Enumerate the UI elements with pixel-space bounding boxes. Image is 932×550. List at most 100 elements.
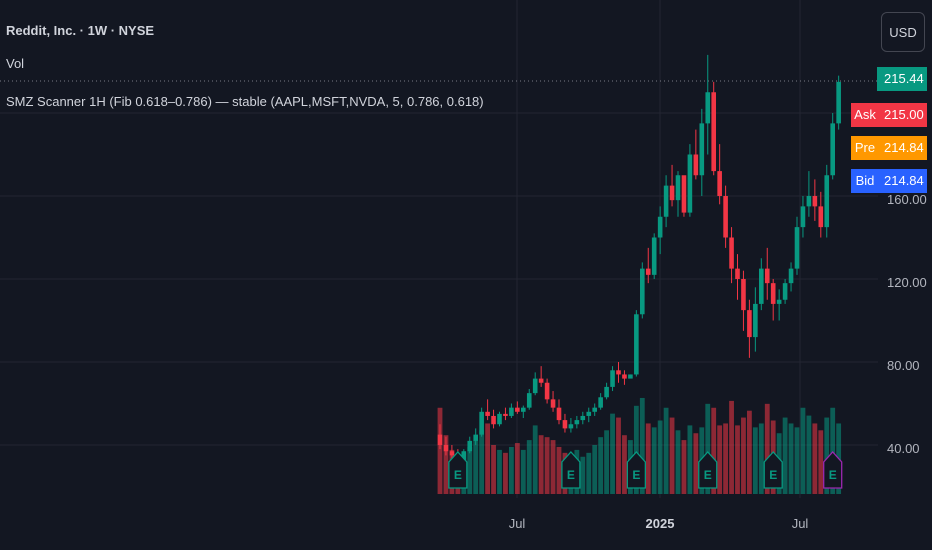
earnings-icon[interactable]: E (763, 451, 783, 489)
candle-body (443, 445, 449, 452)
volume-bar (580, 456, 586, 494)
earnings-marker-shape (448, 451, 468, 489)
indicator-legend[interactable]: SMZ Scanner 1H (Fib 0.618–0.786) — stabl… (6, 94, 484, 109)
candle-body (515, 407, 520, 412)
volume-bar (645, 423, 651, 494)
bid-price-tag: 214.84 (877, 169, 927, 193)
candle-body (449, 451, 455, 456)
candle-body (645, 268, 651, 275)
candle-body (479, 411, 484, 435)
symbol-legend[interactable]: Reddit, Inc. · 1W · NYSE (6, 23, 154, 38)
volume-bar (538, 435, 544, 494)
volume-bar (639, 397, 645, 494)
volume-bar (830, 407, 836, 494)
earnings-icon[interactable]: E (561, 451, 581, 489)
candle-body (770, 283, 776, 304)
candle-body (485, 411, 490, 416)
currency-button[interactable]: USD (881, 12, 925, 52)
volume-bar (693, 433, 699, 494)
volume-bar (729, 400, 734, 494)
candle-body (753, 303, 758, 338)
candle-body (818, 206, 824, 228)
candle-body (759, 268, 764, 304)
volume-bar (616, 417, 621, 494)
candle-body (622, 374, 627, 379)
candle-body (693, 154, 699, 176)
price-label: 120.00 (887, 275, 927, 290)
candle-body (806, 196, 812, 207)
volume-bar (824, 417, 830, 494)
earnings-marker-shape (561, 451, 581, 489)
volume-bar (520, 449, 526, 494)
candle-body (532, 378, 538, 394)
volume-legend[interactable]: Vol (6, 56, 25, 71)
candle-body (764, 268, 770, 284)
earnings-marker-shape (823, 451, 843, 489)
volume-bar (818, 430, 824, 494)
candle-body (526, 393, 532, 408)
candle-body (735, 268, 740, 279)
volume-bar (788, 423, 794, 494)
ask-price-tag: 215.00 (877, 103, 927, 127)
candle-body (723, 196, 728, 238)
candle-body (812, 196, 818, 207)
volume-bar (598, 437, 604, 494)
volume-bar (681, 440, 687, 494)
candle-body (503, 413, 508, 416)
candle-body (610, 370, 615, 387)
earnings-marker-label: E (829, 468, 837, 482)
candle-body (556, 407, 562, 421)
volume-bar (723, 423, 728, 494)
earnings-icon[interactable]: E (698, 451, 718, 489)
candle-body (509, 407, 514, 416)
volume-bar (800, 407, 806, 494)
volume-bar (622, 435, 627, 494)
earnings-marker-shape (763, 451, 783, 489)
volume-bar (437, 407, 443, 494)
candle-body (705, 92, 711, 124)
candle-body (598, 397, 603, 408)
candle-body (651, 237, 657, 275)
price-label: 80.00 (887, 358, 920, 373)
volume-bar (491, 445, 496, 494)
candle-body (640, 268, 645, 315)
candle-body (711, 92, 716, 172)
earnings-icon[interactable]: E (448, 451, 468, 489)
earnings-icon[interactable]: E (823, 451, 843, 489)
candle-body (800, 206, 806, 228)
symbol-title: Reddit, Inc. · 1W · NYSE (6, 23, 155, 38)
volume-bar (657, 420, 663, 494)
volume-bar (509, 446, 514, 494)
bid-label: Bid (851, 169, 879, 193)
candle-body (568, 424, 574, 429)
volume-bar (717, 425, 723, 494)
time-label: Jul (508, 516, 526, 531)
volume-bar (556, 446, 562, 494)
pre-price-tag: 214.84 (877, 136, 927, 160)
candle-body (776, 299, 782, 304)
price-label: 40.00 (887, 441, 920, 456)
candle-body (717, 171, 722, 196)
last-price-tag: 215.44 (877, 67, 927, 91)
earnings-icon[interactable]: E (626, 451, 646, 489)
volume-bar (467, 446, 473, 494)
volume-bar (610, 413, 615, 494)
volume-bar (497, 449, 502, 494)
candle-body (824, 175, 830, 228)
candle-body (437, 434, 443, 445)
candle-body (634, 314, 639, 375)
earnings-marker-label: E (454, 468, 462, 482)
earnings-marker-label: E (704, 468, 712, 482)
candle-body (616, 370, 621, 375)
volume-bar (514, 443, 520, 494)
pre-label: Pre (851, 136, 879, 160)
earnings-marker-label: E (567, 468, 575, 482)
candle-body (830, 123, 835, 176)
price-label: 160.00 (887, 192, 927, 207)
candle-body (747, 310, 752, 338)
earnings-marker-label: E (632, 468, 640, 482)
candle-body (675, 175, 681, 201)
candle-body (663, 185, 669, 217)
candle-body (544, 382, 550, 400)
